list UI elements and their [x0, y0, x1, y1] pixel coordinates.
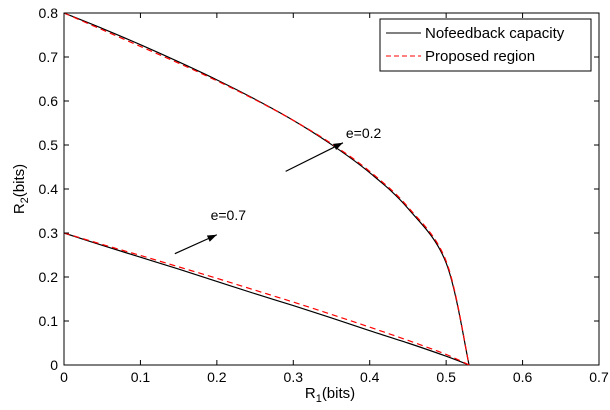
y-tick-label: 0.5	[39, 137, 59, 153]
annotations: e=0.2 e=0.7	[174, 125, 382, 255]
annotation-arrowhead	[333, 142, 343, 151]
y-tick-label: 0.3	[39, 225, 59, 241]
y-tick-label: 0.2	[39, 269, 59, 285]
legend-box	[379, 18, 592, 72]
legend-label-nofeedback: Nofeedback capacity	[425, 25, 565, 42]
y-axis: 0 0.1 0.2 0.3 0.4 0.5 0.6 0.7 0.8	[39, 5, 599, 373]
series-line-nofeedback-e07	[63, 232, 470, 366]
series-line-proposed-e02	[63, 12, 470, 366]
x-tick-label: 0.5	[436, 369, 456, 385]
y-tick-label: 0.7	[39, 49, 59, 65]
annotation-arrow	[285, 142, 344, 172]
x-axis: 0 0.1 0.2 0.3 0.4 0.5 0.6 0.7	[60, 13, 609, 385]
x-tick-label: 0.4	[360, 369, 380, 385]
series-line-proposed-e07	[63, 232, 470, 366]
annotation-label: e=0.7	[211, 207, 247, 223]
y-axis-label: R2(bits)	[11, 164, 31, 214]
y-tick-label: 0.6	[39, 93, 59, 109]
legend-label-proposed: Proposed region	[425, 48, 535, 65]
annotation-label: e=0.2	[346, 125, 382, 141]
plot-area: e=0.2 e=0.7	[63, 12, 600, 366]
annotation-arrowhead	[206, 234, 217, 242]
curves	[63, 12, 470, 366]
x-tick-label: 0.2	[207, 369, 227, 385]
x-axis-label: R1(bits)	[305, 385, 355, 405]
legend: Nofeedback capacity Proposed region	[379, 18, 592, 72]
axes-box	[63, 12, 600, 366]
x-tick-label: 0.1	[131, 369, 151, 385]
x-tick-label: 0.3	[284, 369, 304, 385]
x-tick-label: 0.6	[513, 369, 533, 385]
y-tick-label: 0	[50, 357, 58, 373]
x-tick-label: 0	[60, 369, 68, 385]
y-tick-label: 0.1	[39, 313, 59, 329]
x-tick-label: 0.7	[589, 369, 609, 385]
y-tick-label: 0.8	[39, 5, 59, 21]
y-tick-label: 0.4	[39, 181, 59, 197]
